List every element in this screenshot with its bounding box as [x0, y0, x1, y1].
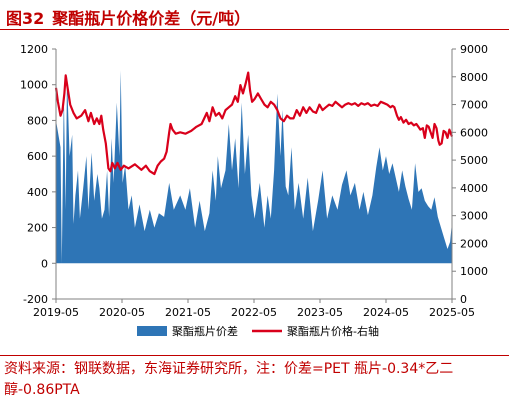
- figure-number: 图32: [6, 9, 45, 28]
- figure-title: 图32 聚酯瓶片价格价差（元/吨）: [6, 5, 258, 29]
- x-tick-label: 2025-05: [429, 306, 475, 319]
- footnote-divider: [0, 355, 509, 356]
- spread-area: [56, 70, 452, 264]
- right-tick-label: 0: [460, 293, 467, 306]
- source-note: 资料来源：钢联数据，东海证券研究所，注：价差=PET 瓶片-0.34*乙二醇-0…: [4, 361, 454, 398]
- right-tick-label: 4000: [460, 182, 488, 195]
- right-tick-label: 9000: [460, 43, 488, 56]
- legend-label-price: 聚酯瓶片价格-右轴: [287, 324, 379, 338]
- right-tick-label: 2000: [460, 237, 488, 250]
- left-tick-label: 1000: [20, 79, 48, 92]
- title-divider: [0, 29, 509, 30]
- left-tick-label: 400: [27, 186, 48, 199]
- left-tick-label: 800: [27, 114, 48, 127]
- legend-label-spread: 聚酯瓶片价差: [172, 324, 238, 338]
- x-tick-label: 2021-05: [165, 306, 211, 319]
- right-tick-label: 5000: [460, 154, 488, 167]
- left-tick-label: -200: [23, 293, 48, 306]
- right-tick-label: 8000: [460, 71, 488, 84]
- x-tick-label: 2020-05: [99, 306, 145, 319]
- spread-price-chart: -200 0 200 400 600 800 1000 1200 0 1000 2000 3000 40…: [20, 43, 488, 338]
- right-tick-label: 7000: [460, 99, 488, 112]
- left-tick-label: 200: [27, 222, 48, 235]
- x-tick-label: 2023-05: [297, 306, 343, 319]
- left-tick-label: 600: [27, 150, 48, 163]
- price-line: [54, 71, 454, 176]
- x-tick-label: 2022-05: [231, 306, 277, 319]
- left-tick-label: 1200: [20, 43, 48, 56]
- legend-swatch-spread: [137, 326, 167, 336]
- x-tick-label: 2019-05: [33, 306, 79, 319]
- figure-title-text: 聚酯瓶片价格价差（元/吨）: [52, 9, 251, 28]
- right-tick-label: 1000: [460, 265, 488, 278]
- right-tick-label: 3000: [460, 210, 488, 223]
- left-tick-label: 0: [41, 257, 48, 270]
- x-tick-label: 2024-05: [363, 306, 409, 319]
- right-tick-label: 6000: [460, 126, 488, 139]
